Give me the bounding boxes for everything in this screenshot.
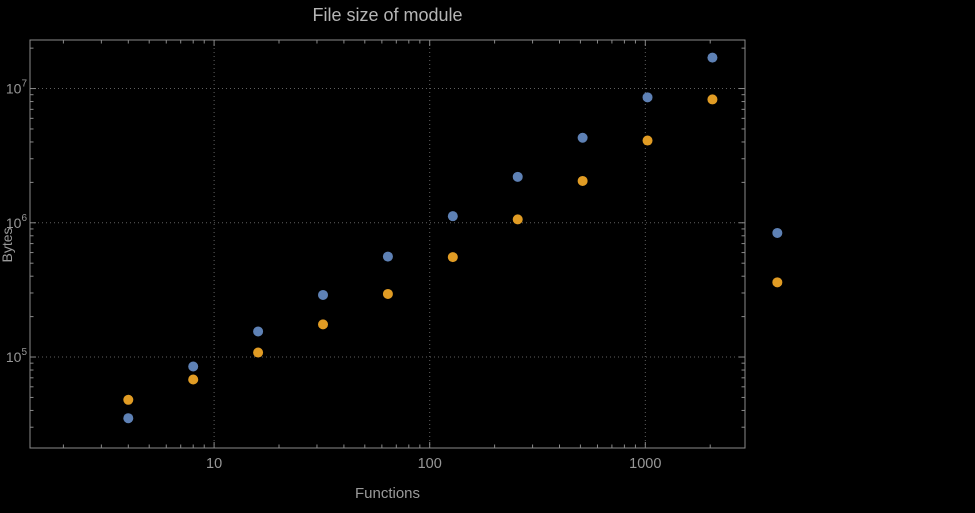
data-point-blue	[577, 132, 588, 143]
data-point-blue	[188, 361, 199, 372]
data-point-orange	[642, 135, 653, 146]
data-point-orange	[707, 94, 718, 105]
data-point-orange	[512, 214, 523, 225]
data-point-orange	[382, 288, 393, 299]
data-point-blue	[318, 289, 329, 300]
plot-frame	[29, 39, 746, 449]
data-point-blue	[382, 251, 393, 262]
x-tick-label: 100	[418, 456, 442, 472]
data-point-blue	[447, 211, 458, 222]
data-point-orange	[253, 347, 264, 358]
data-point-orange	[577, 175, 588, 186]
data-point-blue	[512, 171, 523, 182]
x-tick-label: 10	[206, 456, 222, 472]
data-point-blue	[772, 227, 783, 238]
y-axis-label: Bytes	[0, 227, 15, 263]
data-point-blue	[707, 52, 718, 63]
x-axis-label: Functions	[354, 485, 421, 502]
data-point-orange	[188, 374, 199, 385]
data-point-blue	[253, 326, 264, 337]
data-point-blue	[642, 92, 653, 103]
data-point-blue	[123, 413, 134, 424]
data-point-orange	[447, 252, 458, 263]
x-tick-label: 1000	[629, 456, 661, 472]
y-tick-label: 105	[6, 347, 28, 365]
y-tick-label: 107	[6, 79, 28, 97]
data-point-orange	[318, 319, 329, 330]
data-point-orange	[772, 277, 783, 288]
chart-title: File size of module	[312, 5, 463, 25]
data-point-orange	[123, 394, 134, 405]
y-tick-label: 106	[6, 213, 28, 231]
